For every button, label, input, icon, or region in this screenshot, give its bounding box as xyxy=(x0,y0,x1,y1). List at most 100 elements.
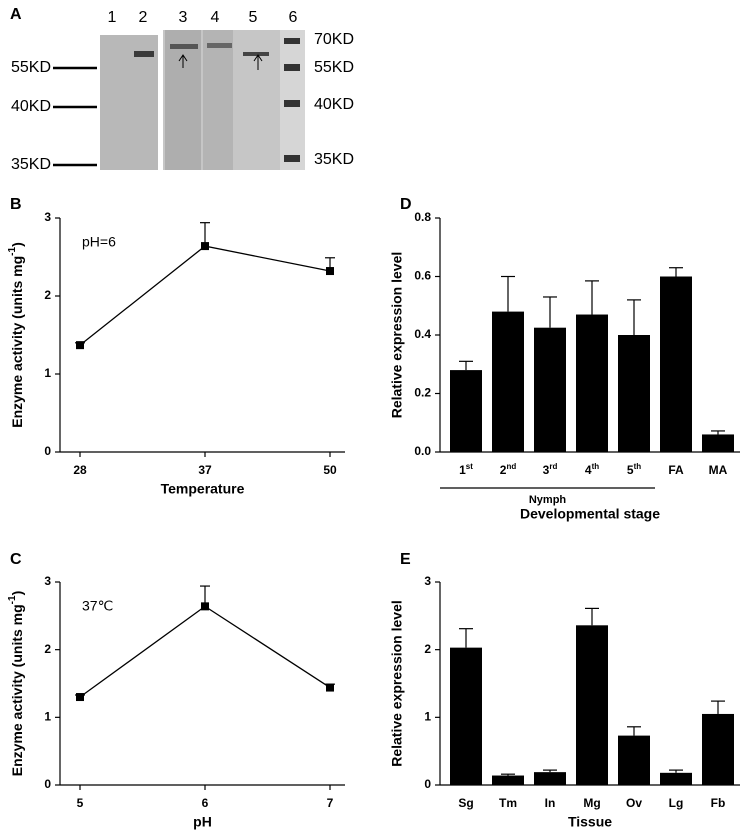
gel-band xyxy=(284,155,300,162)
y-tick-label: 0.0 xyxy=(414,444,431,458)
gel-band xyxy=(284,100,300,107)
y-tick-label: 0 xyxy=(44,777,51,791)
marker-label: 70KD xyxy=(314,31,354,48)
gel-band xyxy=(284,38,300,44)
x-axis-label: Tissue xyxy=(568,814,612,830)
y-axis-label: Enzyme activity (units mg-1) xyxy=(7,591,25,777)
lane-label: 4 xyxy=(211,9,220,26)
x-tick-label: 28 xyxy=(73,463,87,477)
x-tick-label-text: 3 xyxy=(543,463,550,477)
lane-label: 6 xyxy=(289,9,298,26)
x-tick-label-text: 5 xyxy=(627,463,634,477)
gel-band xyxy=(207,43,232,48)
y-axis-label-sup: -1 xyxy=(7,246,18,255)
y-tick-label: 0.6 xyxy=(414,269,431,283)
lane-label: 3 xyxy=(179,9,188,26)
x-tick-label-text: 2 xyxy=(500,463,507,477)
y-axis-label-tail: ) xyxy=(9,242,25,247)
bar xyxy=(450,647,482,785)
x-tick-label: 37 xyxy=(198,463,212,477)
x-tick-label: MA xyxy=(709,463,728,477)
y-tick-label: 0 xyxy=(424,777,431,791)
data-point xyxy=(76,341,84,350)
panel-label: B xyxy=(10,196,22,213)
data-point xyxy=(201,242,209,251)
x-axis-label: pH xyxy=(193,814,212,830)
y-tick-label: 1 xyxy=(44,366,51,380)
bar xyxy=(492,311,524,452)
x-tick-label: Lg xyxy=(669,796,684,810)
x-tick-label: 5 xyxy=(77,796,84,810)
bar xyxy=(702,434,734,452)
gel-band xyxy=(134,51,154,57)
x-tick-label: Ov xyxy=(626,796,642,810)
x-tick-label-sup: nd xyxy=(506,462,516,471)
y-tick-label: 3 xyxy=(44,574,51,588)
bar xyxy=(618,335,650,452)
annotation: pH=6 xyxy=(82,234,116,250)
x-tick-label: Fb xyxy=(711,796,726,810)
x-axis-label: Temperature xyxy=(161,481,245,497)
data-point xyxy=(326,683,334,692)
y-axis-label-sup: -1 xyxy=(7,595,18,604)
gel-band xyxy=(243,52,269,56)
y-tick-label: 0.8 xyxy=(414,210,431,224)
annotation: 37℃ xyxy=(82,598,113,614)
marker-label: 35KD xyxy=(314,151,354,168)
x-tick-label: 3rd xyxy=(543,462,558,478)
x-tick-label: 1st xyxy=(459,462,473,478)
x-tick-label-sup: rd xyxy=(549,462,557,471)
x-tick-label: Tm xyxy=(499,796,517,810)
data-point xyxy=(201,602,209,611)
x-tick-label-sup: th xyxy=(634,462,642,471)
gel-lane xyxy=(165,30,201,170)
data-point xyxy=(76,693,84,702)
x-tick-label-text: FA xyxy=(668,463,684,477)
data-line xyxy=(79,605,331,698)
lane-label: 2 xyxy=(139,9,148,26)
bar xyxy=(534,327,566,452)
panel-label: D xyxy=(400,196,412,213)
bar xyxy=(576,625,608,785)
y-axis-label: Relative expression level xyxy=(389,252,405,419)
y-tick-label: 2 xyxy=(44,288,51,302)
panel-label: C xyxy=(10,551,22,568)
bar xyxy=(450,370,482,452)
y-axis-label-text: Enzyme activity (units mg xyxy=(9,256,25,428)
bar xyxy=(576,314,608,452)
bar xyxy=(660,276,692,452)
y-tick-label: 0.2 xyxy=(414,386,431,400)
y-axis-label-text: Enzyme activity (units mg xyxy=(9,604,25,776)
y-axis-label: Enzyme activity (units mg-1) xyxy=(7,242,25,428)
y-tick-label: 1 xyxy=(44,710,51,724)
marker-label: 55KD xyxy=(314,59,354,76)
x-tick-label: FA xyxy=(668,463,684,477)
panel-label: A xyxy=(10,6,22,23)
x-tick-label: Mg xyxy=(583,796,600,810)
marker-label: 40KD xyxy=(314,96,354,113)
x-tick-label-sup: st xyxy=(466,462,473,471)
y-tick-label: 3 xyxy=(424,574,431,588)
y-tick-label: 0.4 xyxy=(414,327,431,341)
gel-band xyxy=(170,44,198,49)
y-axis-label-tail: ) xyxy=(9,591,25,596)
marker-label: 35KD xyxy=(11,156,51,173)
gel-image xyxy=(100,30,305,170)
x-tick-label: Sg xyxy=(458,796,473,810)
x-tick-label: 2nd xyxy=(500,462,517,478)
gel-strip xyxy=(100,35,158,170)
y-tick-label: 3 xyxy=(44,210,51,224)
y-tick-label: 2 xyxy=(424,642,431,656)
group-label: Nymph xyxy=(529,494,567,506)
y-axis-label: Relative expression level xyxy=(389,600,405,767)
x-tick-label: 50 xyxy=(323,463,337,477)
x-tick-label: 6 xyxy=(202,796,209,810)
x-tick-label-text: 4 xyxy=(585,463,592,477)
marker-label: 40KD xyxy=(11,98,51,115)
bar xyxy=(492,775,524,785)
bar xyxy=(618,735,650,785)
x-axis-label: Developmental stage xyxy=(520,506,660,522)
y-tick-label: 2 xyxy=(44,642,51,656)
y-tick-label: 0 xyxy=(44,444,51,458)
